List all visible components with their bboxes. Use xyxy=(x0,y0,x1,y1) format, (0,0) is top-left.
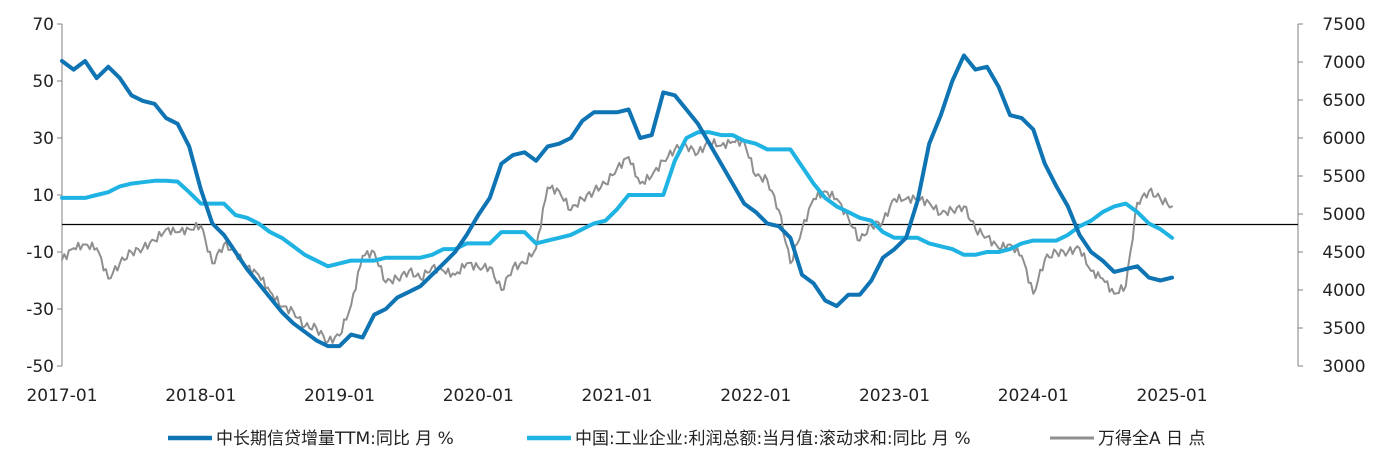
series-layer xyxy=(60,53,1174,349)
left-tick-label: 50 xyxy=(32,72,54,92)
right-tick-label: 7500 xyxy=(1322,15,1365,35)
right-tick-label: 5000 xyxy=(1322,205,1365,225)
x-tick-label: 2019-01 xyxy=(304,386,375,406)
x-tick-label: 2018-01 xyxy=(165,386,236,406)
x-tick-label: 2022-01 xyxy=(720,386,791,406)
right-tick-label: 6000 xyxy=(1322,129,1365,149)
series-line-1 xyxy=(60,53,1174,349)
right-tick-label: 7000 xyxy=(1322,53,1365,73)
right-tick-label: 6500 xyxy=(1322,91,1365,111)
legend-label-2: 中国:工业企业:利润总额:当月值:滚动求和:同比 月 % xyxy=(575,429,971,449)
left-tick-label: 70 xyxy=(32,15,54,35)
right-tick-label: 3500 xyxy=(1322,319,1365,339)
series-line-2 xyxy=(60,130,1174,269)
legend-label-3: 万得全A 日 点 xyxy=(1098,429,1205,449)
x-tick-label: 2024-01 xyxy=(998,386,1069,406)
right-tick-label: 4500 xyxy=(1322,243,1365,263)
left-tick-label: -10 xyxy=(26,243,54,263)
x-tick-label: 2017-01 xyxy=(26,386,97,406)
right-tick-label: 5500 xyxy=(1322,167,1365,187)
left-tick-label: -50 xyxy=(26,357,54,377)
x-tick-label: 2021-01 xyxy=(581,386,652,406)
left-tick-label: 10 xyxy=(32,186,54,206)
x-tick-label: 2020-01 xyxy=(443,386,514,406)
legend: 中长期信贷增量TTM:同比 月 % 中国:工业企业:利润总额:当月值:滚动求和:同… xyxy=(168,429,1205,449)
right-tick-label: 4000 xyxy=(1322,281,1365,301)
tick-layer: 70 50 30 10 -10 -30 -50 7500 7000 6500 6000 5500 500… xyxy=(26,15,1365,406)
left-tick-label: 30 xyxy=(32,129,54,149)
x-tick-label: 2023-01 xyxy=(859,386,930,406)
left-tick-label: -30 xyxy=(26,300,54,320)
legend-label-1: 中长期信贷增量TTM:同比 月 % xyxy=(216,429,454,449)
x-tick-label: 2025-01 xyxy=(1136,386,1207,406)
right-tick-label: 3000 xyxy=(1322,357,1365,377)
